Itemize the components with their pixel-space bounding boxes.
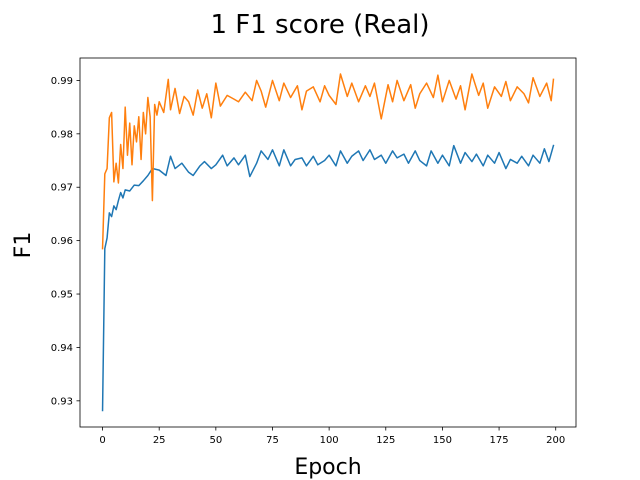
- plot-area: 0 25 50 75 100 125 150 175 200 0.93 0.94 0.95 0.96 0.…: [51, 57, 577, 446]
- x-tick-label: 150: [433, 435, 452, 446]
- chart-title: 1 F1 score (Real): [210, 10, 429, 40]
- x-tick-label: 0: [99, 435, 105, 446]
- x-axis-label: Epoch: [294, 455, 361, 480]
- y-tick-label: 0.99: [51, 76, 73, 87]
- y-tick-label: 0.96: [51, 236, 73, 247]
- x-tick-label: 200: [546, 435, 565, 446]
- x-tick-label: 175: [490, 435, 509, 446]
- y-tick-label: 0.94: [51, 343, 73, 354]
- y-axis-label: F1: [11, 232, 36, 259]
- x-tick-label: 25: [153, 435, 166, 446]
- x-tick-label: 100: [320, 435, 339, 446]
- x-tick-label: 75: [266, 435, 279, 446]
- y-tick-label: 0.95: [51, 290, 73, 301]
- series-line-1: [101, 144, 555, 412]
- series-line-2: [101, 73, 555, 250]
- x-tick-label: 50: [209, 435, 222, 446]
- x-tick-label: 125: [376, 435, 395, 446]
- y-tick-label: 0.98: [51, 129, 73, 140]
- y-tick-label: 0.97: [51, 183, 73, 194]
- y-tick-label: 0.93: [51, 396, 73, 407]
- axes-frame: [79, 57, 577, 428]
